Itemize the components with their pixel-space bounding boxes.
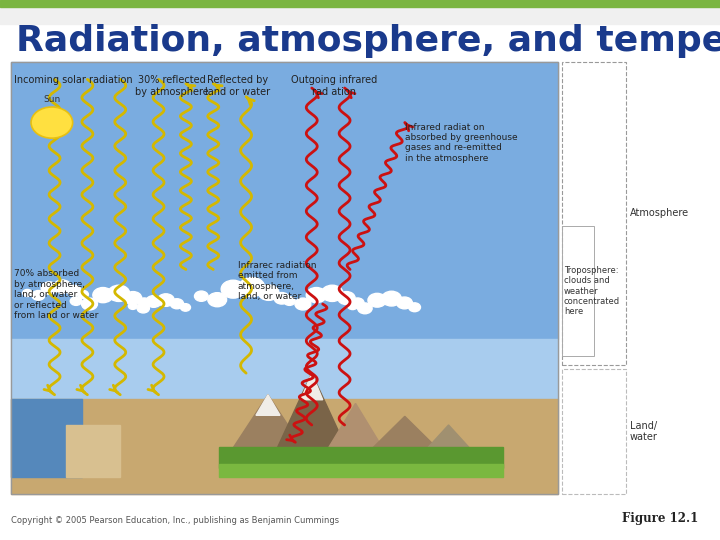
Circle shape [53,280,71,293]
Circle shape [321,285,343,301]
Bar [0,0,720,7]
Circle shape [358,303,372,314]
Circle shape [125,292,142,305]
Circle shape [108,285,130,301]
Circle shape [22,289,32,296]
Bar [11,62,558,494]
Circle shape [351,298,364,308]
Circle shape [67,285,81,296]
Text: Troposphere:
clouds and
weather
concentrated
here: Troposphere: clouds and weather concentr… [564,266,620,316]
Circle shape [397,297,413,309]
Polygon shape [409,425,488,468]
Bar [11,399,82,477]
Circle shape [382,291,401,306]
Circle shape [71,296,82,306]
Circle shape [221,280,245,298]
Bar [11,399,558,494]
Circle shape [208,293,227,307]
Circle shape [138,298,150,308]
Text: Sun: Sun [43,95,60,104]
Circle shape [146,295,161,307]
Circle shape [258,285,279,300]
Polygon shape [220,395,316,468]
Circle shape [137,303,149,313]
Bar [0,0,720,24]
Text: Figure 12.1: Figure 12.1 [622,512,698,525]
Text: Land/
water: Land/ water [630,421,658,442]
Text: Outgoing infrared
rad ation: Outgoing infrared rad ation [291,75,377,97]
Circle shape [409,303,420,312]
Polygon shape [301,373,323,400]
Bar [11,339,558,399]
Polygon shape [268,373,356,468]
Text: Incoming solar radiation: Incoming solar radiation [14,75,132,85]
Text: Radiation, atmosphere, and temperature: Radiation, atmosphere, and temperature [16,24,720,58]
Circle shape [128,303,138,309]
Text: Reflected by
land or water: Reflected by land or water [205,75,271,97]
Text: Atmosphere: Atmosphere [630,208,689,218]
Circle shape [78,291,89,299]
Circle shape [93,287,113,303]
Text: Infrared radiat on
absorbed by greenhouse
gases and re-emitted
in the atmosphere: Infrared radiat on absorbed by greenhous… [405,123,518,163]
Circle shape [158,294,174,306]
Circle shape [306,287,326,303]
Bar [11,62,558,339]
Circle shape [41,282,58,294]
Text: Infrarec radiation
emitted from
atmosphere,
land, or water: Infrarec radiation emitted from atmosphe… [238,261,316,301]
Polygon shape [352,416,457,468]
Circle shape [181,303,191,311]
Circle shape [338,292,355,305]
Circle shape [31,107,73,138]
Text: 70% absorbed
by atmosphere,
land, or water
or reflected
from land or water: 70% absorbed by atmosphere, land, or wat… [14,269,98,320]
Bar [219,447,503,468]
Circle shape [348,302,358,309]
Text: 30% reflected
by atmosphere: 30% reflected by atmosphere [135,75,209,97]
Bar [562,226,594,356]
Circle shape [284,296,295,306]
Circle shape [32,291,45,300]
Bar [562,369,626,494]
Text: Copyright © 2005 Pearson Education, Inc., publishing as Benjamin Cummings: Copyright © 2005 Pearson Education, Inc.… [11,516,339,525]
Circle shape [170,299,184,309]
Polygon shape [316,403,395,468]
Circle shape [239,278,265,296]
Bar [219,464,503,477]
Circle shape [368,293,387,307]
Polygon shape [256,395,280,415]
Circle shape [274,293,289,304]
Bar [562,62,626,365]
Circle shape [81,298,97,310]
Bar [66,425,120,477]
Circle shape [295,298,311,310]
Circle shape [194,291,208,301]
